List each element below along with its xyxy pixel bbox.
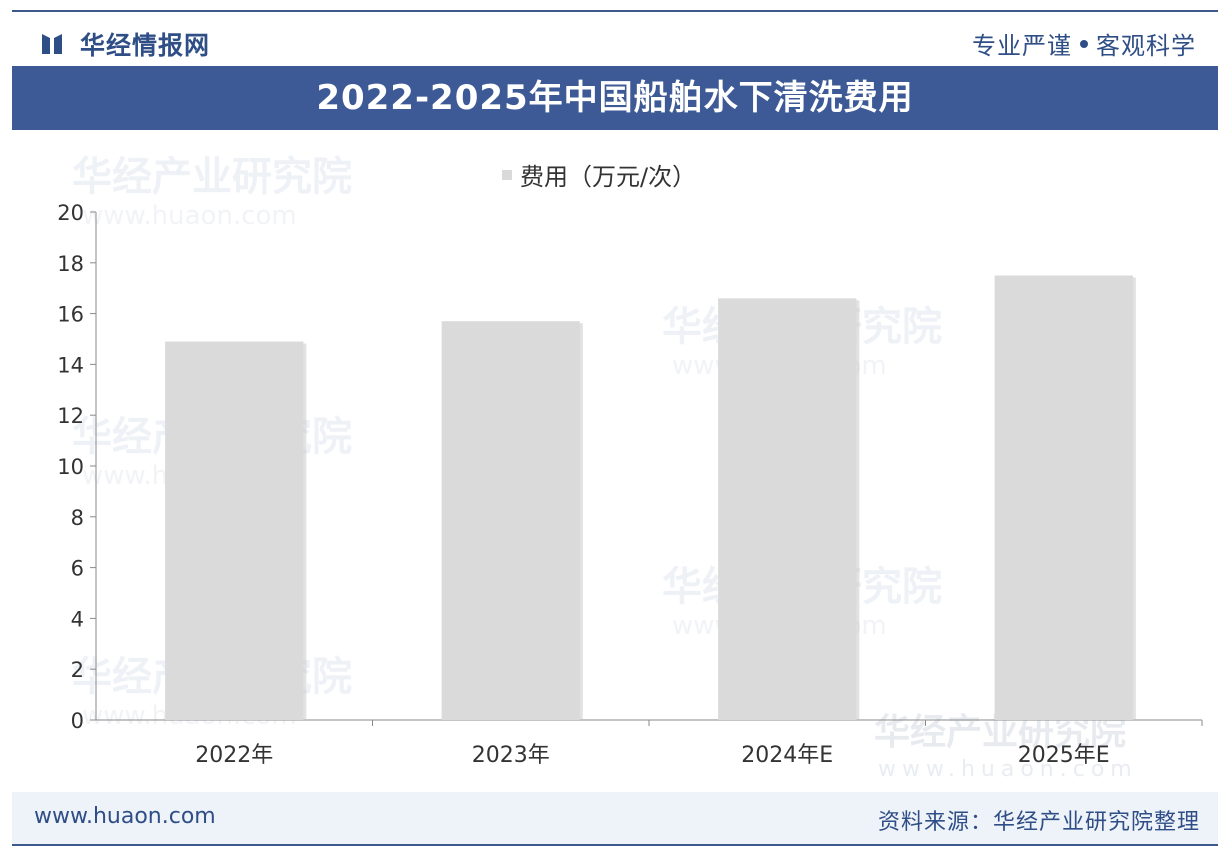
x-tick-label: 2023年 <box>472 743 550 768</box>
legend-swatch <box>502 170 512 180</box>
footer-source: 资料来源：华经产业研究院整理 <box>877 810 1200 835</box>
slogan-left: 专业严谨 <box>972 32 1072 60</box>
y-tick-label: 14 <box>57 353 84 377</box>
x-tick-label: 2024年E <box>741 743 833 768</box>
watermark-name: 华经产业研究院 <box>72 154 352 200</box>
y-tick-label: 2 <box>71 658 84 682</box>
header: 华经情报网 专业严谨 客观科学 <box>12 10 1218 68</box>
legend: 费用（万元/次） <box>502 163 696 191</box>
legend-label: 费用（万元/次） <box>520 163 696 191</box>
slogan-dot-icon <box>1080 39 1088 48</box>
slogan-right: 客观科学 <box>1096 32 1196 60</box>
footer-website[interactable]: www.huaon.com <box>34 804 216 829</box>
y-tick-label: 8 <box>71 506 84 530</box>
y-tick-label: 20 <box>57 201 84 225</box>
y-tick-label: 4 <box>71 607 84 631</box>
footer: www.huaon.com 资料来源：华经产业研究院整理 <box>12 792 1218 846</box>
slogan: 专业严谨 客观科学 <box>972 26 1196 61</box>
brand-name: 华经情报网 <box>80 31 211 60</box>
title-bar: 2022-2025年中国船舶水下清洗费用 <box>12 66 1218 130</box>
y-tick-label: 0 <box>71 709 84 733</box>
page-frame: 华经情报网 专业严谨 客观科学 2022-2025年中国船舶水下清洗费用 华经产… <box>12 10 1218 846</box>
y-tick-label: 18 <box>57 252 84 276</box>
watermark-url: www.huaon.com <box>878 757 1138 782</box>
bar <box>994 275 1133 720</box>
brand-logo-icon <box>42 34 62 54</box>
y-tick-label: 16 <box>57 303 84 327</box>
bar <box>165 341 304 720</box>
chart: 华经产业研究院www.huaon.com华经产业研究院www.huaon.com… <box>57 154 1203 782</box>
y-tick-label: 6 <box>71 557 84 581</box>
x-tick-label: 2022年 <box>195 743 273 768</box>
watermark-url: www.huaon.com <box>82 201 297 231</box>
bar <box>441 321 580 720</box>
brand[interactable]: 华经情报网 <box>40 26 210 62</box>
y-tick-label: 10 <box>57 455 84 479</box>
y-tick-label: 12 <box>57 404 84 428</box>
x-tick-label: 2025年E <box>1018 743 1110 768</box>
bars <box>165 275 1136 720</box>
bar <box>718 298 857 720</box>
chart-title: 2022-2025年中国船舶水下清洗费用 <box>316 78 914 118</box>
